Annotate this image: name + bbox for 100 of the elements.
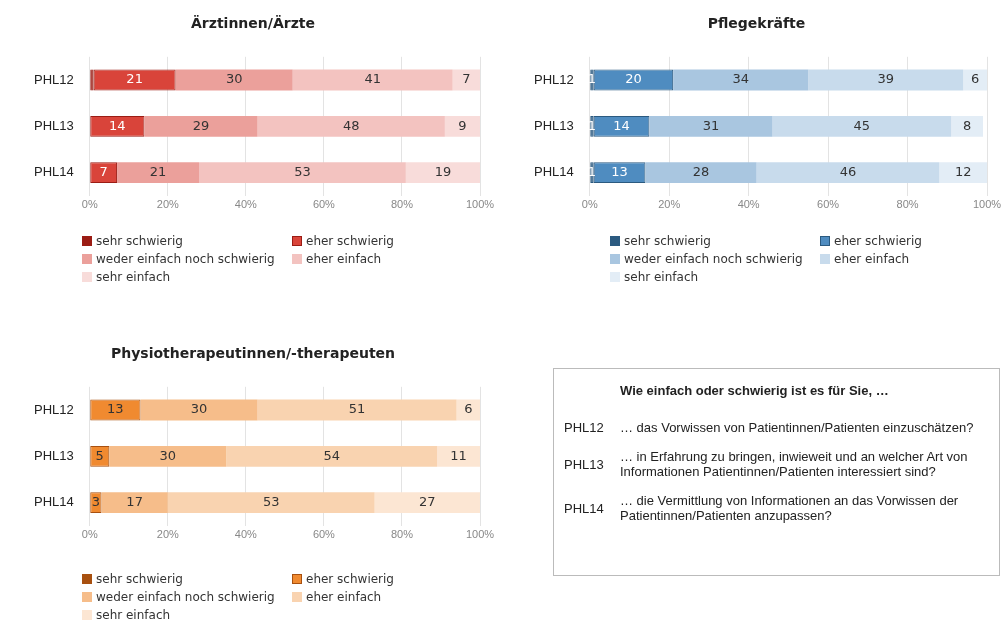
data-label: 53 bbox=[294, 164, 311, 180]
bar bbox=[144, 115, 258, 137]
bar bbox=[117, 162, 200, 184]
x-tick-label: 100% bbox=[972, 198, 1002, 211]
data-label: 3 bbox=[91, 494, 100, 510]
data-label: 54 bbox=[323, 447, 340, 463]
x-tick-label: 80% bbox=[390, 198, 414, 211]
legend-label: eher einfach bbox=[306, 590, 382, 604]
data-label: 12 bbox=[954, 164, 972, 180]
legend-label: eher schwierig bbox=[306, 572, 394, 586]
data-label: 48 bbox=[342, 117, 360, 133]
x-tick-label: 20% bbox=[156, 528, 180, 541]
data-label: 34 bbox=[732, 71, 749, 87]
legend-label: sehr schwierig bbox=[96, 234, 183, 248]
data-label: 11 bbox=[450, 447, 467, 463]
legend-label: sehr schwierig bbox=[624, 234, 711, 248]
bar bbox=[257, 399, 457, 421]
legend-label: sehr einfach bbox=[624, 270, 699, 284]
data-label: 30 bbox=[225, 71, 243, 87]
bar bbox=[951, 115, 984, 137]
x-tick-label: 80% bbox=[896, 198, 919, 211]
data-label: 7 bbox=[462, 71, 471, 87]
data-label: 30 bbox=[190, 401, 208, 417]
data-label: 29 bbox=[192, 117, 210, 133]
data-label: 6 bbox=[464, 401, 473, 417]
x-tick-label: 100% bbox=[465, 528, 495, 541]
chart-title: Pflegekräfte bbox=[707, 15, 806, 32]
y-tick-label: PHL14 bbox=[34, 494, 74, 510]
bar bbox=[437, 445, 480, 467]
y-tick-label: PHL13 bbox=[34, 117, 74, 133]
data-label: 31 bbox=[702, 117, 720, 133]
text: PHL12 bbox=[564, 420, 605, 435]
bar bbox=[673, 69, 809, 91]
y-tick-label: PHL12 bbox=[34, 401, 74, 417]
data-label: 39 bbox=[877, 71, 894, 87]
text: … in Erfahrung zu bringen, inwieweit und an welcher Art von Informationen Patientinnen/Patienten interessiert sind? bbox=[620, 449, 969, 479]
x-tick-label: 0% bbox=[581, 198, 598, 211]
bar bbox=[175, 69, 293, 91]
data-label: 45 bbox=[853, 117, 871, 133]
x-tick-label: 60% bbox=[312, 528, 336, 541]
data-label: 21 bbox=[126, 71, 143, 87]
bar bbox=[939, 162, 987, 184]
x-tick-label: 0% bbox=[81, 198, 98, 211]
bar bbox=[649, 115, 773, 137]
data-label: 7 bbox=[99, 164, 108, 180]
legend-label: eher schwierig bbox=[306, 234, 394, 248]
legend-label: sehr einfach bbox=[96, 270, 171, 284]
bar bbox=[756, 162, 940, 184]
data-label: 30 bbox=[159, 447, 177, 463]
legend-label: sehr einfach bbox=[96, 608, 171, 622]
x-tick-label: 40% bbox=[234, 198, 258, 211]
legend-label: eher schwierig bbox=[834, 234, 922, 248]
data-label: 14 bbox=[109, 117, 126, 133]
text: Wie einfach oder schwierig ist es für Sie, … bbox=[620, 383, 890, 398]
bar bbox=[374, 492, 480, 514]
bar bbox=[101, 492, 168, 514]
legend-label: sehr schwierig bbox=[96, 572, 183, 586]
x-tick-label: 20% bbox=[156, 198, 180, 211]
x-tick-label: 0% bbox=[81, 528, 98, 541]
bar bbox=[257, 115, 445, 137]
y-tick-label: PHL12 bbox=[34, 71, 74, 87]
data-label: 28 bbox=[692, 164, 710, 180]
y-tick-label: PHL14 bbox=[534, 164, 574, 180]
bar bbox=[645, 162, 757, 184]
legend-label: eher einfach bbox=[834, 252, 910, 266]
x-tick-label: 100% bbox=[465, 198, 495, 211]
text: PHL13 bbox=[564, 456, 605, 472]
data-label: 27 bbox=[419, 494, 436, 510]
x-tick-label: 20% bbox=[658, 198, 681, 211]
data-label: 9 bbox=[458, 117, 467, 133]
x-tick-label: 40% bbox=[737, 198, 760, 211]
data-label: 14 bbox=[613, 117, 630, 133]
data-label: 21 bbox=[149, 164, 167, 180]
legend-label: eher einfach bbox=[306, 252, 382, 266]
y-tick-label: PHL13 bbox=[34, 447, 74, 463]
data-label: 13 bbox=[107, 401, 124, 417]
data-label: 41 bbox=[364, 71, 381, 87]
x-tick-label: 80% bbox=[390, 528, 414, 541]
bar bbox=[109, 445, 227, 467]
bar bbox=[199, 162, 406, 184]
legend-label: weder einfach noch schwierig bbox=[96, 590, 275, 604]
chart-title: Ärztinnen/Ärzte bbox=[191, 15, 315, 32]
text: … die Vermittlung von Informationen an das Vorwissen der Patientinnen/Patienten anzupassen? bbox=[620, 493, 960, 523]
bar bbox=[452, 69, 480, 91]
data-label: 46 bbox=[839, 164, 857, 180]
bar bbox=[808, 69, 964, 91]
x-tick-label: 40% bbox=[234, 528, 258, 541]
data-label: 19 bbox=[434, 164, 452, 180]
data-label: 8 bbox=[963, 117, 972, 133]
bar bbox=[405, 162, 480, 184]
text: … das Vorwissen von Patientinnen/Patienten einzuschätzen? bbox=[620, 420, 974, 435]
text: PHL14 bbox=[564, 500, 605, 516]
chart-title: Physiotherapeutinnen/-therapeuten bbox=[110, 345, 396, 362]
bar bbox=[140, 399, 258, 421]
x-tick-label: 60% bbox=[817, 198, 840, 211]
y-tick-label: PHL13 bbox=[534, 117, 574, 133]
data-label: 6 bbox=[970, 71, 980, 87]
y-tick-label: PHL14 bbox=[34, 164, 74, 180]
x-tick-label: 60% bbox=[312, 198, 336, 211]
bar bbox=[772, 115, 952, 137]
